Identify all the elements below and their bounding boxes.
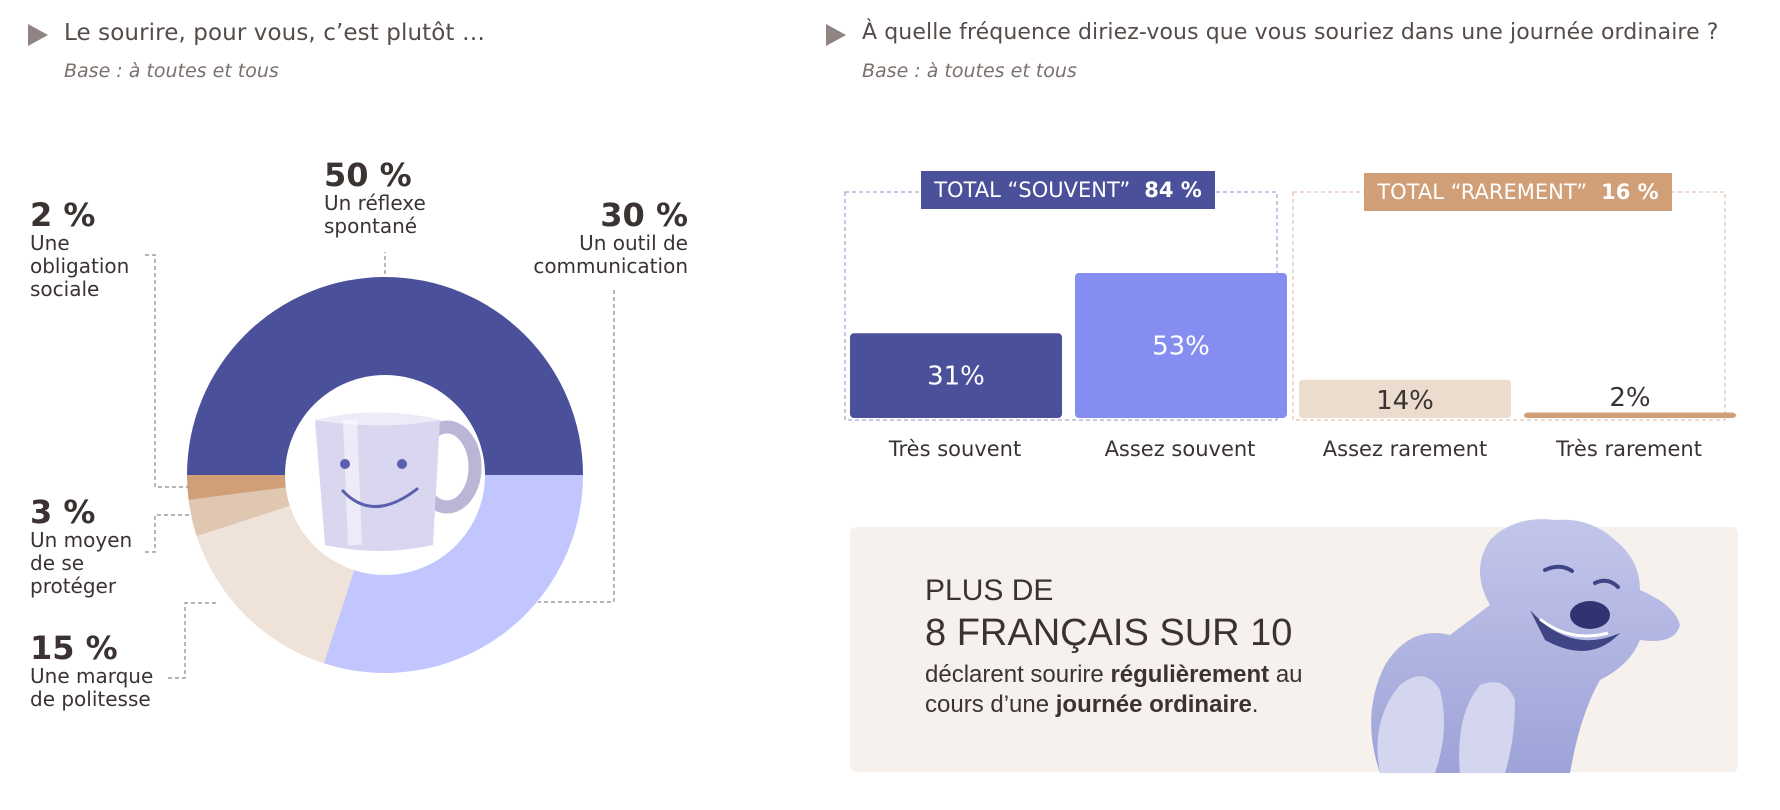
bar-chart: 31% 53% 14% 2% [844, 191, 1736, 421]
category-label: Assez rarement [1322, 437, 1488, 461]
donut-label-reflexe: 50 % Un réflexe spontané [324, 158, 444, 238]
category-label: Très rarement [1556, 437, 1702, 461]
donut-label-proteger: 3 % Un moyen de se protéger [30, 495, 140, 598]
callout-line2: 8 FRANÇAIS SUR 10 [925, 612, 1293, 654]
donut-slice [187, 475, 286, 500]
leader-line-obligation [145, 254, 188, 488]
bar-value-label: 31% [927, 362, 985, 392]
donut-slices [187, 277, 583, 673]
donut-pct: 15 % [30, 629, 118, 667]
donut-text: Un outil de communication [533, 231, 688, 278]
callout-text: au cours d’une [925, 661, 1303, 718]
donut-text: Une marque de politesse [30, 664, 154, 711]
total-rarement-label: TOTAL “RAREMENT” [1377, 180, 1588, 204]
right-question-base: Base : à toutes et tous [862, 60, 1077, 82]
right-question-title: À quelle fréquence diriez-vous que vous … [862, 20, 1719, 45]
donut-chart [145, 252, 615, 679]
bar [850, 333, 1062, 418]
bar-value-label: 2% [1609, 383, 1650, 413]
bar [1524, 412, 1736, 418]
left-question-base: Base : à toutes et tous [64, 60, 279, 82]
group-box-rarement [1292, 191, 1726, 421]
donut-text: Un réflexe spontané [324, 191, 426, 238]
donut-pct: 30 % [600, 196, 688, 234]
callout-bold: régulièrement [1110, 661, 1270, 688]
callout-text: déclarent sourire [925, 661, 1111, 688]
smiling-dog-icon [1371, 519, 1680, 773]
donut-slice [323, 475, 583, 673]
donut-text: Un moyen de se protéger [30, 528, 133, 598]
play-arrow-icon [28, 24, 48, 46]
smiley-mug-icon [315, 412, 482, 551]
total-rarement-value: 16 % [1601, 180, 1659, 204]
bar-value-label: 14% [1376, 386, 1434, 416]
donut-pct: 50 % [324, 156, 412, 194]
left-question-title: Le sourire, pour vous, c’est plutôt … [64, 20, 486, 46]
donut-label-politesse: 15 % Une marque de politesse [30, 631, 170, 711]
donut-slice [187, 277, 583, 475]
category-label: Assez souvent [1104, 437, 1256, 461]
donut-pct: 3 % [30, 493, 96, 531]
play-arrow-icon [826, 24, 846, 46]
leader-line-communication [538, 290, 615, 603]
donut-pct: 2 % [30, 196, 96, 234]
donut-label-obligation: 2 % Une obligation sociale [30, 198, 140, 301]
donut-slice [196, 505, 355, 664]
donut-label-communication: 30 % Un outil de communication [520, 198, 688, 278]
callout-body: déclarent sourire régulièrement au cours… [925, 660, 1345, 720]
callout-line1: PLUS DE [925, 574, 1054, 607]
total-souvent-label: TOTAL “SOUVENT” [934, 178, 1131, 202]
leader-line-politesse [168, 602, 218, 679]
bar [1075, 273, 1287, 418]
total-rarement-tag: TOTAL “RAREMENT” 16 % [1364, 173, 1672, 211]
total-souvent-tag: TOTAL “SOUVENT” 84 % [921, 171, 1215, 209]
category-label: Très souvent [888, 437, 1022, 461]
callout-text: . [1251, 691, 1259, 718]
bar [1299, 379, 1511, 418]
total-souvent-value: 84 % [1144, 178, 1202, 202]
donut-slice [188, 487, 290, 537]
callout-bold: journée ordinaire [1055, 691, 1252, 718]
leader-line-proteger [145, 514, 190, 553]
donut-text: Une obligation sociale [30, 231, 130, 301]
bar-value-label: 53% [1152, 332, 1210, 362]
